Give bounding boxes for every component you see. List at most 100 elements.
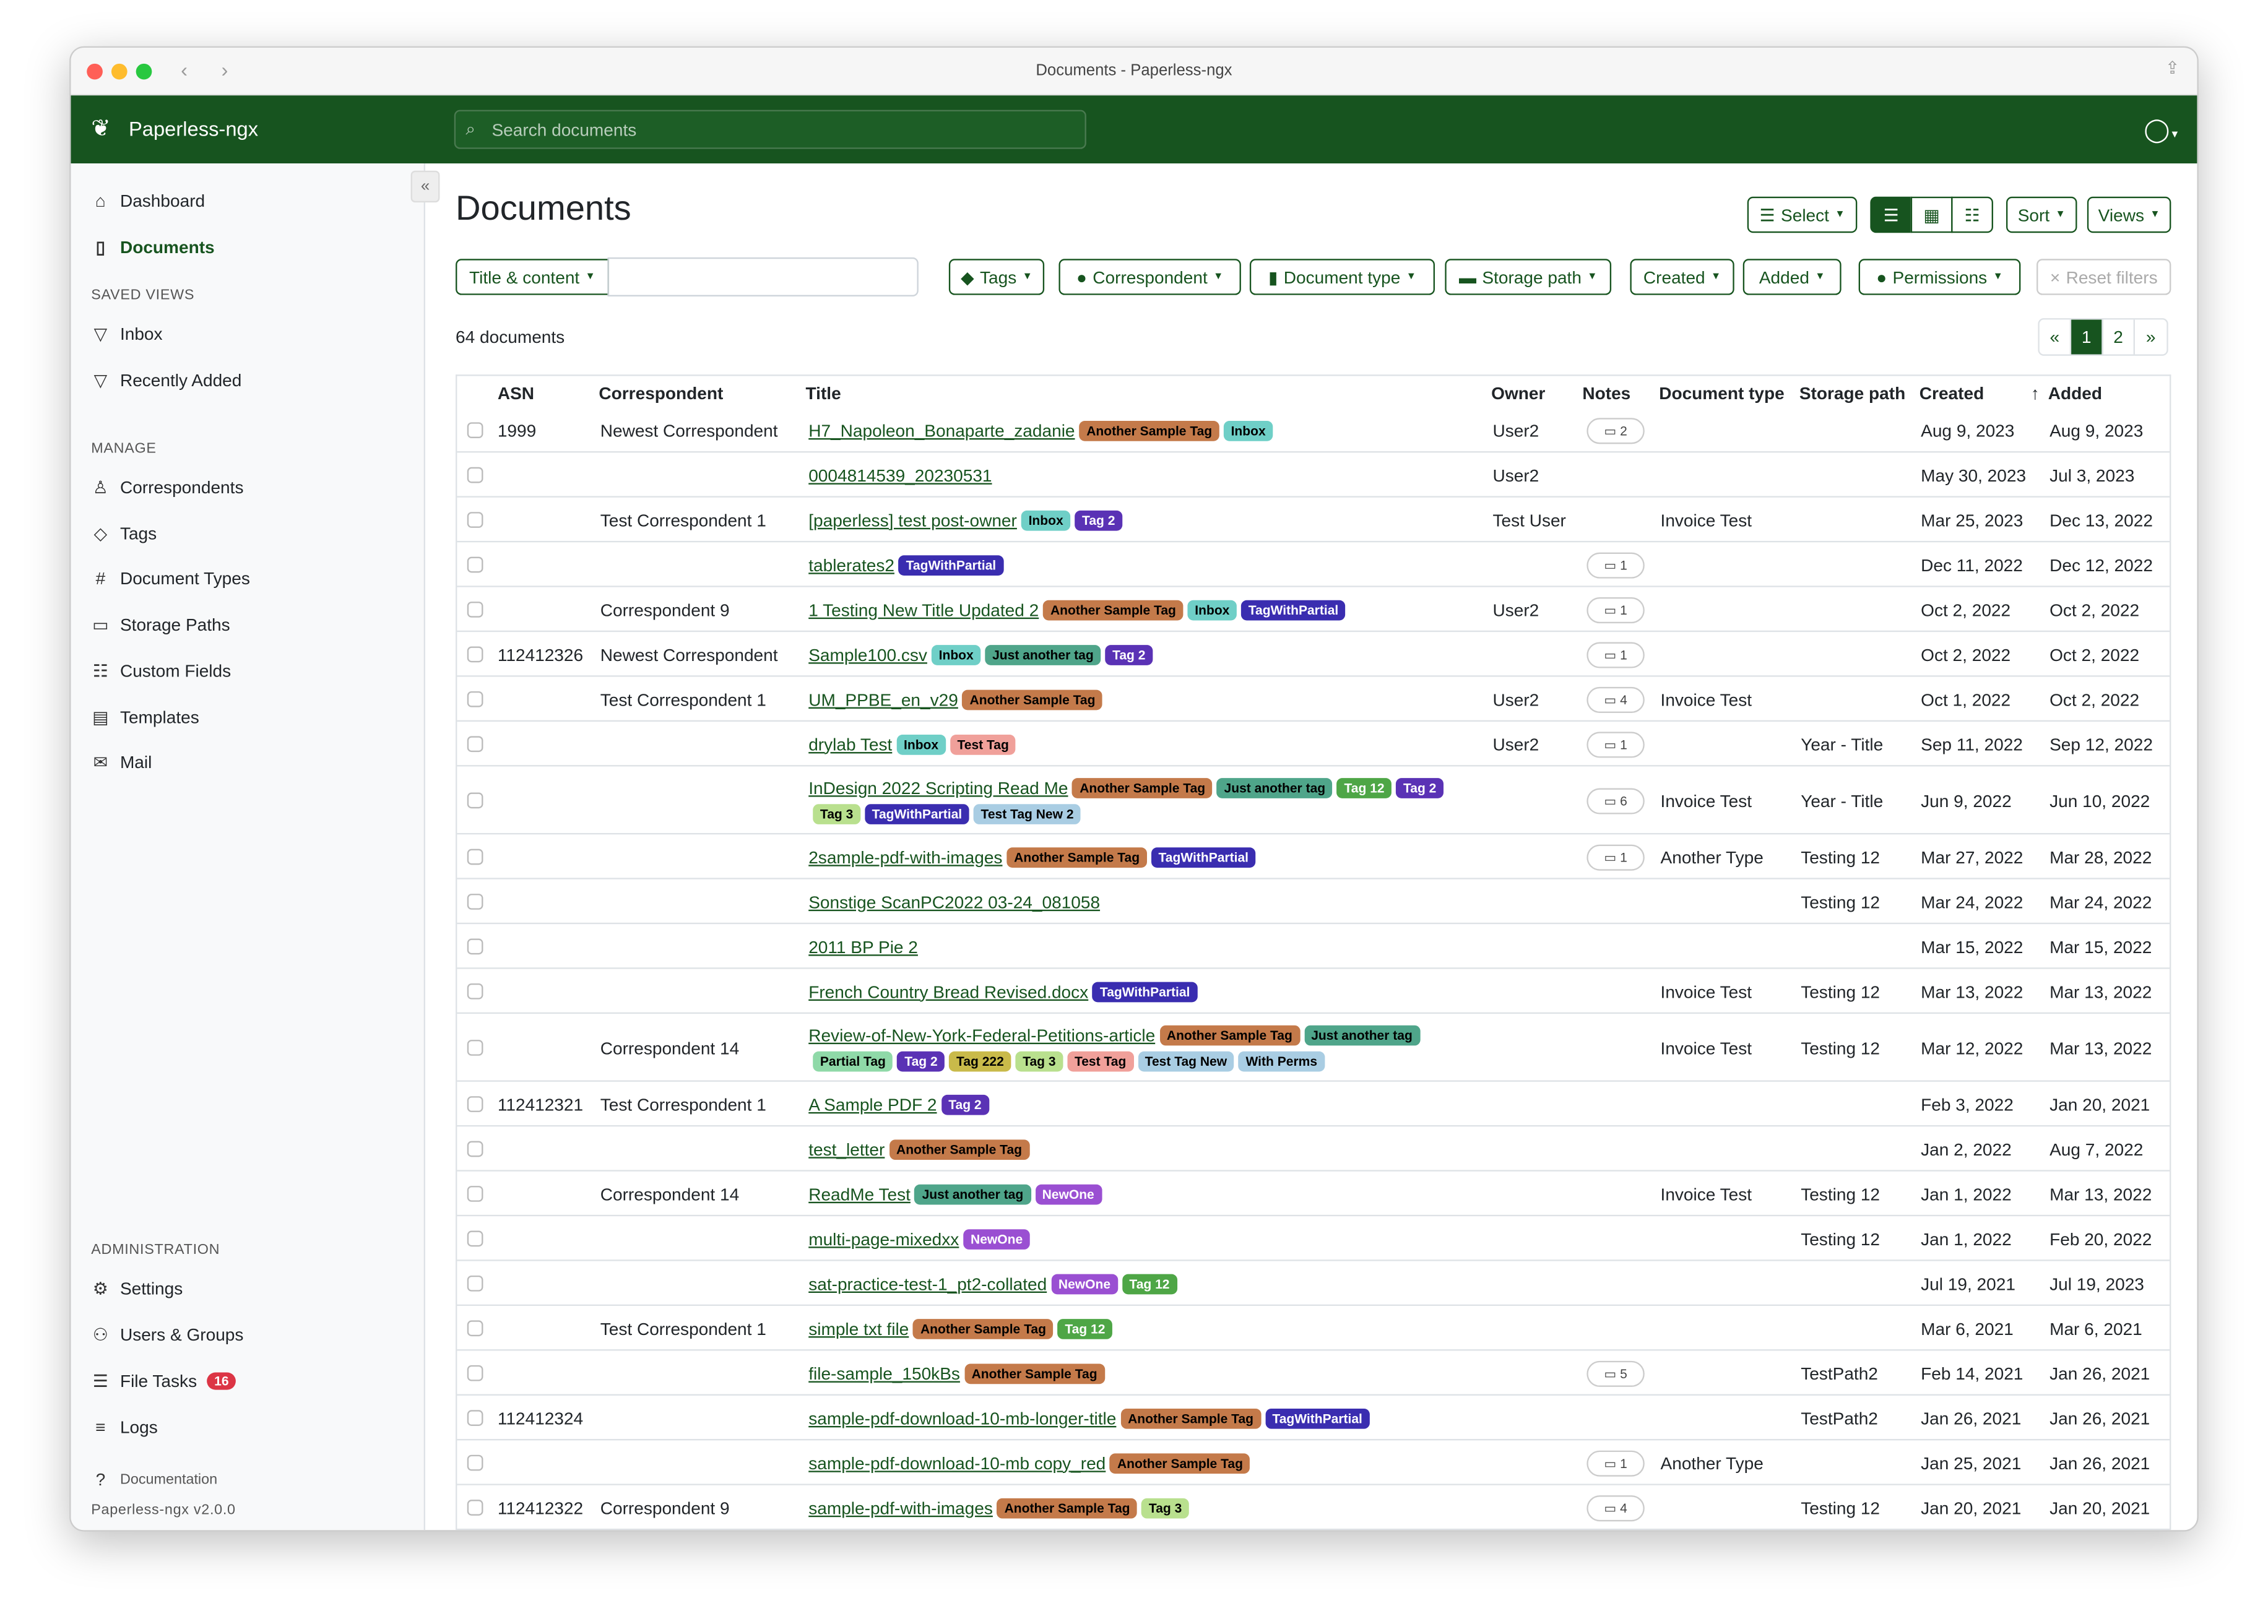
tag-badge[interactable]: TagWithPartial	[864, 803, 969, 824]
row-checkbox[interactable]	[467, 466, 483, 483]
storage-path-filter[interactable]: ▬ Storage path ▼	[1445, 259, 1612, 295]
table-row[interactable]: TestPath2 Feb 14, 2021 Jan 26, 2021 file-sa…	[457, 1350, 2170, 1396]
table-row[interactable]: Correspondent 14 Invoice Test Testing 12 Ja…	[457, 1172, 2170, 1217]
tag-badge[interactable]: Another Sample Tag	[997, 1497, 1138, 1518]
col-document-type[interactable]: Document type	[1659, 383, 1785, 404]
tag-badge[interactable]: Tag 3	[813, 803, 860, 824]
notes-badge[interactable]: ▭ 1	[1586, 596, 1645, 623]
tag-badge[interactable]: Just another tag	[914, 1183, 1031, 1204]
document-title-link[interactable]: ReadMe Test	[808, 1183, 911, 1204]
document-title-link[interactable]: H7_Napoleon_Bonaparte_zadanie	[808, 420, 1075, 441]
row-checkbox[interactable]	[467, 1230, 483, 1246]
tag-badge[interactable]: Test Tag	[1067, 1050, 1133, 1071]
document-title-link[interactable]: sample-pdf-download-10-mb-longer-title	[808, 1407, 1117, 1428]
table-row[interactable]: 112412324 TestPath2 Jan 26, 2021 Jan 26, 20…	[457, 1396, 2170, 1441]
tag-badge[interactable]: Inbox	[896, 733, 946, 754]
col-correspondent[interactable]: Correspondent	[599, 383, 724, 404]
tag-badge[interactable]: TagWithPartial	[1093, 981, 1198, 1002]
document-title-link[interactable]: [paperless] test post-owner	[808, 509, 1017, 530]
table-row[interactable]: Mar 15, 2022 Mar 15, 2022 2011 BP Pie 2	[457, 924, 2170, 969]
tag-badge[interactable]: TagWithPartial	[1151, 847, 1256, 867]
tag-badge[interactable]: Just another tag	[1304, 1024, 1420, 1045]
sidebar-item-templates[interactable]: ▤ Templates	[91, 706, 199, 727]
sidebar-item-document-types[interactable]: # Document Types	[91, 569, 250, 589]
sidebar-item-settings[interactable]: ⚙ Settings	[91, 1279, 183, 1299]
notes-badge[interactable]: ▭ 1	[1586, 1449, 1645, 1476]
tag-badge[interactable]: TagWithPartial	[1265, 1407, 1370, 1428]
document-title-link[interactable]: sample-pdf-with-images	[808, 1497, 993, 1518]
row-checkbox[interactable]	[467, 421, 483, 438]
sidebar-item-documents[interactable]: ▯ Documents	[91, 237, 215, 257]
tag-badge[interactable]: TagWithPartial	[898, 555, 1003, 575]
document-title-link[interactable]: sat-practice-test-1_pt2-collated	[808, 1273, 1047, 1294]
document-title-link[interactable]: Sample100.csv	[808, 644, 927, 665]
small-cards-view-button[interactable]: ▦	[1910, 196, 1953, 233]
filter-text-input[interactable]	[607, 257, 919, 297]
tag-badge[interactable]: Another Sample Tag	[913, 1318, 1054, 1339]
document-title-link[interactable]: tablerates2	[808, 555, 894, 575]
tag-badge[interactable]: Another Sample Tag	[964, 1363, 1105, 1384]
row-checkbox[interactable]	[467, 938, 483, 954]
row-checkbox[interactable]	[467, 646, 483, 662]
table-row[interactable]: Invoice Test Year - Title Jun 9, 2022 Jun 1…	[457, 766, 2170, 835]
tag-badge[interactable]: NewOne	[1051, 1273, 1118, 1294]
row-checkbox[interactable]	[467, 982, 483, 999]
page-1[interactable]: 1	[2071, 319, 2103, 355]
notes-badge[interactable]: ▭ 6	[1586, 787, 1645, 814]
table-row[interactable]: 112412322 Correspondent 9 Testing 12 Jan 20…	[457, 1485, 2170, 1531]
document-title-link[interactable]: 2sample-pdf-with-images	[808, 847, 1003, 867]
table-row[interactable]: User2 Year - Title Sep 11, 2022 Sep 12, 202…	[457, 722, 2170, 767]
notes-badge[interactable]: ▭ 1	[1586, 731, 1645, 758]
table-row[interactable]: Test Correspondent 1 Test User Invoice Tes…	[457, 498, 2170, 543]
tag-badge[interactable]: Tag 3	[1141, 1497, 1189, 1518]
row-checkbox[interactable]	[467, 556, 483, 572]
tag-badge[interactable]: Tag 2	[941, 1094, 989, 1115]
col-notes[interactable]: Notes	[1582, 383, 1631, 404]
page-2[interactable]: 2	[2103, 319, 2135, 355]
table-row[interactable]: Correspondent 14 Invoice Test Testing 12 Ma…	[457, 1014, 2170, 1082]
maximize-window-button[interactable]	[136, 63, 152, 80]
tag-badge[interactable]: Another Sample Tag	[1006, 847, 1147, 867]
tag-badge[interactable]: Inbox	[931, 644, 981, 665]
tag-badge[interactable]: Tag 3	[1015, 1050, 1063, 1071]
tag-badge[interactable]: Another Sample Tag	[1072, 777, 1213, 798]
sidebar-item-inbox[interactable]: ▽ Inbox	[91, 324, 163, 344]
tag-badge[interactable]: Tag 2	[1396, 777, 1444, 798]
notes-badge[interactable]: ▭ 4	[1586, 1494, 1645, 1521]
sidebar-item-tags[interactable]: ◇ Tags	[91, 523, 157, 543]
created-filter[interactable]: Created ▼	[1630, 259, 1734, 295]
row-checkbox[interactable]	[467, 735, 483, 751]
tag-badge[interactable]: Another Sample Tag	[962, 689, 1103, 710]
row-checkbox[interactable]	[467, 1039, 483, 1055]
table-row[interactable]: Jan 2, 2022 Aug 7, 2022 test_letter Another…	[457, 1126, 2170, 1172]
notes-badge[interactable]: ▭ 4	[1586, 686, 1645, 712]
table-row[interactable]: 1999 Newest Correspondent User2 Aug 9, 2023…	[457, 408, 2170, 453]
tag-badge[interactable]: Tag 12	[1336, 777, 1392, 798]
document-title-link[interactable]: Sonstige ScanPC2022 03-24_081058	[808, 891, 1101, 912]
row-checkbox[interactable]	[467, 1498, 483, 1515]
title-content-dropdown[interactable]: Title & content ▼	[456, 259, 609, 295]
tag-badge[interactable]: Just another tag	[1216, 777, 1333, 798]
correspondent-filter[interactable]: ● Correspondent ▼	[1058, 259, 1241, 295]
table-row[interactable]: 112412326 Newest Correspondent Oct 2, 2022…	[457, 632, 2170, 677]
document-title-link[interactable]: French Country Bread Revised.docx	[808, 981, 1089, 1002]
notes-badge[interactable]: ▭ 1	[1586, 641, 1645, 668]
tag-badge[interactable]: NewOne	[1034, 1183, 1102, 1204]
tag-badge[interactable]: Tag 2	[1075, 509, 1123, 530]
forward-icon[interactable]: ›	[221, 58, 228, 81]
sidebar-item-recently-added[interactable]: ▽ Recently Added	[91, 370, 242, 391]
table-row[interactable]: Jul 19, 2021 Jul 19, 2023 sat-practice-tes…	[457, 1261, 2170, 1307]
tag-badge[interactable]: Another Sample Tag	[1079, 420, 1219, 441]
tag-badge[interactable]: Another Sample Tag	[889, 1139, 1029, 1159]
sidebar-item-dashboard[interactable]: ⌂ Dashboard	[91, 191, 205, 211]
document-title-link[interactable]: file-sample_150kBs	[808, 1363, 960, 1384]
document-type-filter[interactable]: ▮ Document type ▼	[1249, 259, 1435, 295]
views-button[interactable]: Views ▼	[2087, 196, 2171, 233]
collapse-sidebar-button[interactable]: «	[410, 170, 440, 203]
col-asn[interactable]: ASN	[497, 383, 535, 404]
col-storage-path[interactable]: Storage path	[1799, 383, 1906, 404]
document-title-link[interactable]: sample-pdf-download-10-mb copy_red	[808, 1453, 1106, 1473]
reset-filters-button[interactable]: × Reset filters	[2036, 259, 2171, 295]
row-checkbox[interactable]	[467, 892, 483, 909]
col-title[interactable]: Title	[805, 383, 841, 404]
